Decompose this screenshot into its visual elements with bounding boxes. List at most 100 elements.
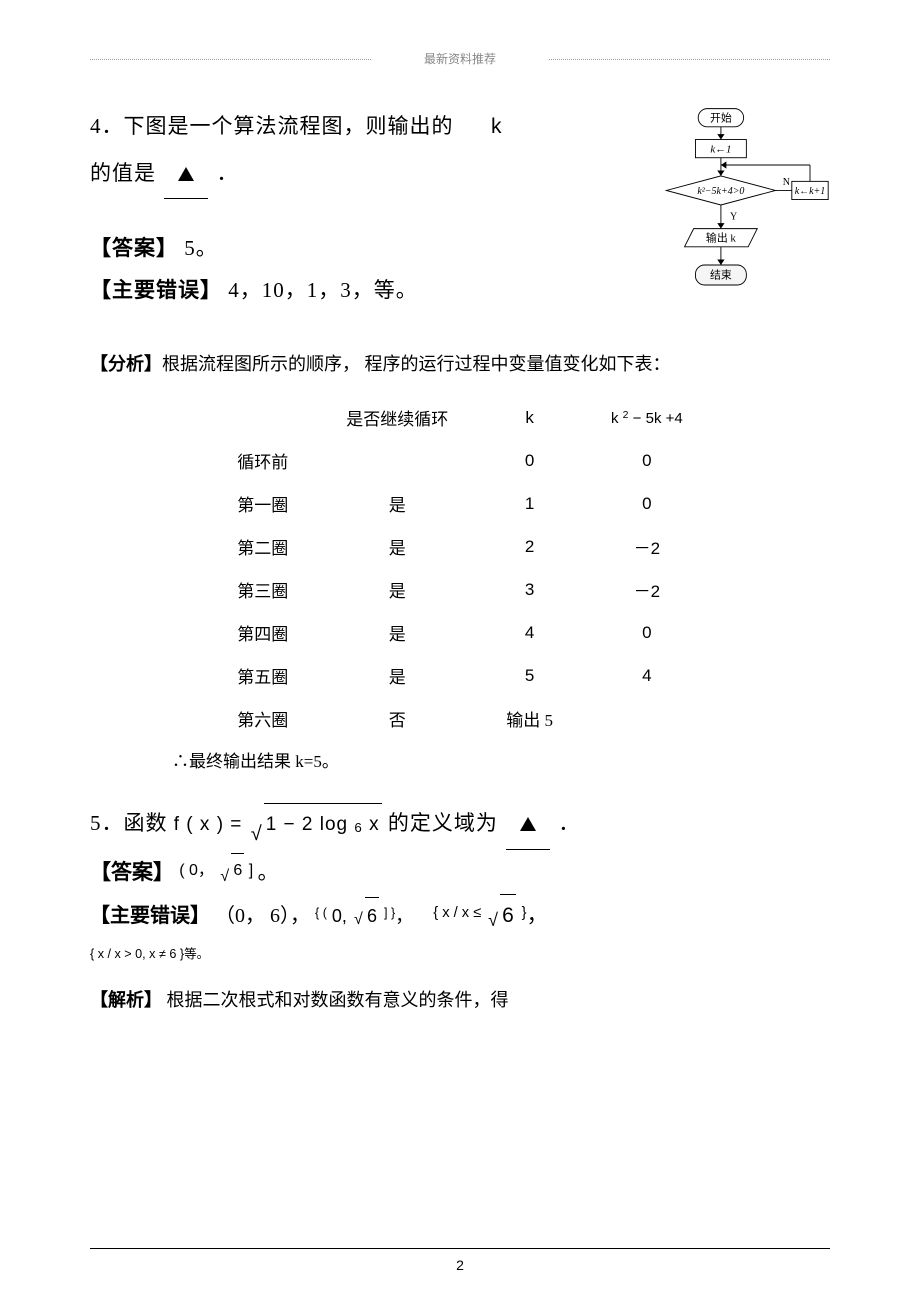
table-header-row: 是否继续循环 k k 2 − 5k +4 xyxy=(209,397,710,438)
analysis-label: 【分析】 xyxy=(90,354,162,374)
blank-triangle xyxy=(164,150,208,199)
c: －2 xyxy=(583,569,711,610)
th-1: 是否继续循环 xyxy=(318,397,476,438)
q5-period: ． xyxy=(558,811,580,835)
c: 5 xyxy=(478,655,581,696)
table-row: 循环前 00 xyxy=(209,440,710,481)
e3a: { x / x ≤ xyxy=(433,905,481,921)
table-row: 第二圈是2－2 xyxy=(209,526,710,567)
c: 第三圈 xyxy=(209,569,316,610)
q4-errors: 【主要错误】 4，10，1，3，等。 xyxy=(90,269,616,311)
blank-triangle xyxy=(506,800,550,849)
rad-a: 1 − 2 log xyxy=(266,814,348,835)
solution-text: 根据二次根式和对数函数有意义的条件，得 xyxy=(167,990,509,1010)
q4-answer: 【答案】 5。 xyxy=(90,227,616,269)
table-row: 第三圈是3－2 xyxy=(209,569,710,610)
flow-cond: k²−5k+4>0 xyxy=(697,186,744,197)
question-4-row: 4．下图是一个算法流程图，则输出的 k 的值是 ． 【答案】 5。 【主要错误】… xyxy=(90,103,830,337)
sqrt-icon: √ xyxy=(220,860,229,894)
flow-start: 开始 xyxy=(710,110,732,124)
q5-func: f ( x ) = xyxy=(174,814,243,835)
answer-label: 【答案】 xyxy=(90,860,174,884)
answer-label: 【答案】 xyxy=(90,236,178,260)
table-row: 第一圈是10 xyxy=(209,483,710,524)
table-row: 第六圈否输出 5 xyxy=(209,698,710,739)
c: 0 xyxy=(583,612,711,653)
a5-end: 。 xyxy=(258,860,279,884)
flowchart: 开始 k←1 k²−5k+4>0 N k←k+1 xyxy=(630,105,830,337)
flow-no: N xyxy=(783,177,790,188)
c: 否 xyxy=(318,698,476,739)
th-3: k 2 − 5k +4 xyxy=(583,397,711,438)
header-label: 最新资料推荐 xyxy=(90,50,830,67)
c: 4 xyxy=(478,612,581,653)
q4-text-a: 4．下图是一个算法流程图，则输出的 xyxy=(90,114,454,138)
flow-out: 输出 k xyxy=(706,230,737,244)
err1: （0， 6）， xyxy=(215,905,310,927)
table-row: 第五圈是54 xyxy=(209,655,710,696)
sqrt-icon: √ xyxy=(251,812,263,856)
analysis-text: 根据流程图所示的顺序， 程序的运行过程中变量值变化如下表： xyxy=(162,354,671,374)
footer-rule xyxy=(90,1248,830,1249)
sqrt-icon: √ xyxy=(488,902,498,938)
th-0 xyxy=(209,397,316,438)
q5-answer: 【答案】 ( 0， √ 6 ] 。 xyxy=(90,850,830,894)
c: 是 xyxy=(318,526,476,567)
c: 2 xyxy=(478,526,581,567)
c: 是 xyxy=(318,655,476,696)
q5-solution: 【解析】 根据二次根式和对数函数有意义的条件，得 xyxy=(90,983,830,1017)
question-5: 5．函数 f ( x ) = √ 1 − 2 log 6 x 的定义域为 ． 【… xyxy=(90,800,830,1016)
e2d: ] } xyxy=(384,906,395,920)
errors-label: 【主要错误】 xyxy=(90,905,210,927)
c: 是 xyxy=(318,612,476,653)
q5-errors-2: { x / x > 0, x ≠ 6 }等。 xyxy=(90,937,830,977)
trace-table: 是否继续循环 k k 2 − 5k +4 循环前00 第一圈是10 第二圈是2－… xyxy=(207,395,712,741)
errors-label: 【主要错误】 xyxy=(90,278,222,302)
flow-init: k←1 xyxy=(710,143,731,155)
c: 是 xyxy=(318,483,476,524)
q4-final: ∴最终输出结果 k=5。 xyxy=(172,747,830,772)
c: 循环前 xyxy=(209,440,316,481)
e2b: 0, xyxy=(332,906,347,926)
q4-analysis: 【分析】根据流程图所示的顺序， 程序的运行过程中变量值变化如下表： xyxy=(90,347,830,381)
e3-rad: 6 xyxy=(500,894,516,937)
rad-b: x xyxy=(369,814,380,835)
c: 0 xyxy=(583,483,711,524)
flow-end: 结束 xyxy=(710,269,732,282)
c: －2 xyxy=(583,526,711,567)
a5-rad: 6 xyxy=(231,853,244,888)
c: 第五圈 xyxy=(209,655,316,696)
e4: { x / x > 0, x ≠ 6 }等。 xyxy=(90,947,209,961)
c: 0 xyxy=(583,440,711,481)
c: 第六圈 xyxy=(209,698,316,739)
e2a: { ( xyxy=(315,906,327,920)
solution-label: 【解析】 xyxy=(90,990,162,1010)
c xyxy=(583,698,711,739)
q4-line1: 4．下图是一个算法流程图，则输出的 k xyxy=(90,103,616,150)
c: 第一圈 xyxy=(209,483,316,524)
q4-k: k xyxy=(491,115,503,138)
c: 0 xyxy=(478,440,581,481)
c: 输出 5 xyxy=(478,698,581,739)
c: 第二圈 xyxy=(209,526,316,567)
e3c: } xyxy=(522,905,527,921)
q4-text-b: 的值是 xyxy=(90,161,156,185)
th-2: k xyxy=(478,397,581,438)
log-base: 6 xyxy=(354,820,362,835)
page-number: 2 xyxy=(0,1257,920,1273)
flow-inc: k←k+1 xyxy=(795,186,826,197)
q5-radicand: 1 − 2 log 6 x xyxy=(264,803,382,846)
q5-suffix: 的定义域为 xyxy=(388,811,498,835)
c: 1 xyxy=(478,483,581,524)
answer-value: 5。 xyxy=(184,236,218,260)
q4-period: ． xyxy=(217,161,239,185)
c: 3 xyxy=(478,569,581,610)
c: 4 xyxy=(583,655,711,696)
c xyxy=(318,440,476,481)
flow-yes: Y xyxy=(730,212,737,223)
q5-line: 5．函数 f ( x ) = √ 1 − 2 log 6 x 的定义域为 ． xyxy=(90,800,830,849)
q5-prefix: 5．函数 xyxy=(90,811,168,835)
errors-value: 4，10，1，3，等。 xyxy=(228,278,418,302)
c: 第四圈 xyxy=(209,612,316,653)
sqrt-icon: √ xyxy=(354,904,363,936)
